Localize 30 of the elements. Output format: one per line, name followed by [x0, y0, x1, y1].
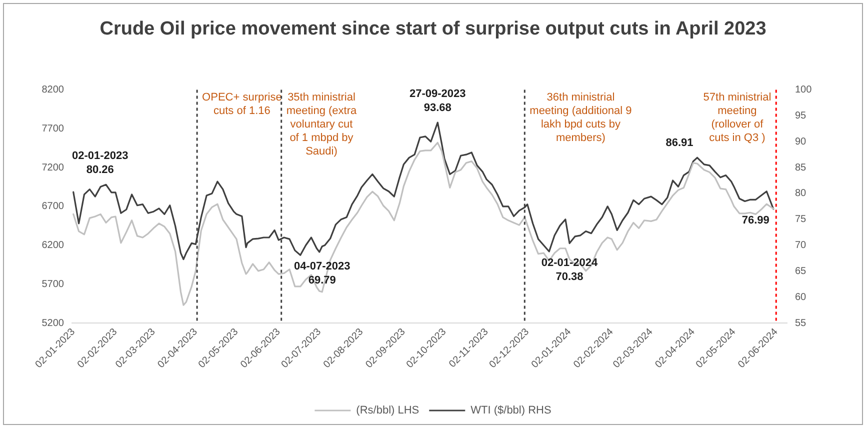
y2-tick-label: 75	[795, 214, 807, 226]
data-label: 02-01-2024 70.38	[541, 257, 599, 284]
data-label: 86.91	[666, 137, 694, 150]
chart-title: Crude Oil price movement since start of surprise output cuts in April 2023	[100, 18, 766, 40]
y2-tick-label: 85	[795, 162, 807, 174]
y-tick-label: 5700	[42, 278, 64, 290]
y-tick-label: 6700	[42, 201, 64, 212]
legend-label: (Rs/bbl) LHS	[356, 404, 420, 417]
y-tick-label: 5200	[42, 318, 64, 329]
y2-tick-label: 60	[795, 292, 807, 303]
ref-line-label: 36th ministrial meeting (additional 9 lakh bpd cuts by members)	[530, 91, 632, 144]
y-tick-label: 8200	[42, 84, 64, 96]
y2-tick-label: 100	[795, 84, 812, 96]
y-tick-label: 7200	[42, 162, 64, 174]
y2-tick-label: 65	[795, 266, 807, 277]
data-label: 27-09-2023 93.68	[410, 88, 466, 114]
ref-line-label: OPEC+ surprise cuts of 1.16	[202, 91, 282, 117]
legend-label: WTI ($/bbl) RHS	[470, 404, 552, 417]
data-label: 02-01-2023 80.26	[72, 150, 128, 176]
y2-tick-label: 80	[795, 188, 807, 200]
y2-tick-label: 90	[795, 136, 807, 148]
data-label: 76.99	[742, 214, 770, 227]
ref-line-label: 57th ministrial meeting (rollover of cuts in Q3 )	[703, 91, 772, 144]
y-tick-label: 6200	[42, 240, 64, 252]
y2-tick-label: 70	[795, 240, 807, 252]
y2-tick-label: 95	[795, 110, 807, 122]
y-tick-label: 7700	[42, 123, 64, 134]
data-label: 04-07-2023 69.79	[294, 260, 350, 287]
y2-tick-label: 55	[795, 318, 807, 329]
ref-line-label: 35th ministrial meeting (extra voluntary cut of 1 mbpd by Saudi)	[286, 91, 358, 158]
